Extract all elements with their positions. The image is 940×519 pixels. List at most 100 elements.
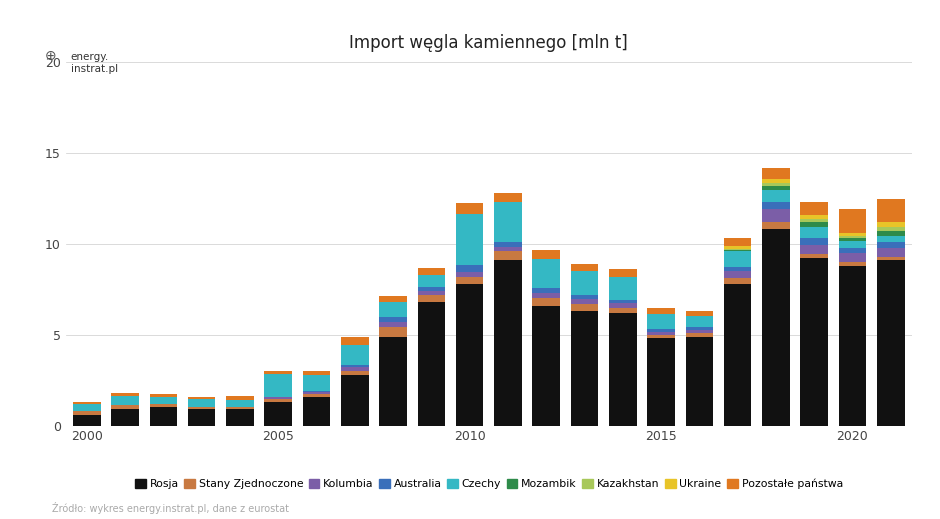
Bar [877,256,904,260]
Bar [73,411,101,415]
Bar [877,231,904,236]
Bar [609,313,636,426]
Bar [800,202,828,215]
Bar [571,299,598,304]
Bar [188,409,215,426]
Bar [341,367,368,371]
Bar [685,327,713,330]
Bar [417,275,446,286]
Bar [264,374,292,398]
Bar [724,238,751,246]
Bar [73,402,101,404]
Bar [303,397,330,426]
Bar [724,246,751,249]
Bar [73,404,101,411]
Title: Import węgla kamiennego [mln t]: Import węgla kamiennego [mln t] [350,34,628,52]
Bar [648,307,675,314]
Bar [877,199,904,222]
Bar [380,327,407,336]
Bar [456,214,483,265]
Bar [762,229,790,426]
Bar [532,306,560,426]
Bar [571,271,598,295]
Bar [264,398,292,399]
Bar [149,394,178,397]
Bar [800,215,828,220]
Bar [417,291,446,295]
Bar [494,260,522,426]
Bar [111,395,139,405]
Bar [648,314,675,329]
Bar [762,190,790,202]
Bar [532,250,560,260]
Bar [456,277,483,284]
Bar [227,409,254,426]
Bar [380,322,407,327]
Bar [838,262,867,266]
Bar [609,269,636,277]
Bar [724,271,751,278]
Bar [648,332,675,335]
Text: Źródło: wykres energy.instrat.pl, dane z eurostat: Źródło: wykres energy.instrat.pl, dane z… [52,502,289,514]
Bar [838,236,867,238]
Bar [494,202,522,242]
Bar [149,404,178,407]
Bar [456,203,483,214]
Bar [456,265,483,272]
Bar [380,296,407,302]
Bar [648,329,675,332]
Bar [609,277,636,300]
Bar [417,268,446,275]
Bar [838,233,867,236]
Bar [341,375,368,426]
Bar [838,209,867,233]
Bar [724,267,751,271]
Bar [532,293,560,298]
Bar [609,307,636,313]
Bar [188,399,215,406]
Bar [417,286,446,291]
Bar [380,318,407,322]
Legend: Rosja, Stany Zjednoczone, Kolumbia, Australia, Czechy, Mozambik, Kazakhstan, Ukr: Rosja, Stany Zjednoczone, Kolumbia, Aust… [131,474,847,494]
Bar [877,222,904,227]
Bar [227,400,254,406]
Bar [877,260,904,426]
Bar [417,295,446,302]
Bar [762,222,790,229]
Bar [800,220,828,222]
Bar [877,249,904,256]
Bar [494,247,522,251]
Bar [341,345,368,365]
Bar [877,227,904,231]
Bar [685,316,713,327]
Bar [494,242,522,247]
Bar [532,260,560,289]
Text: energy.
instrat.pl: energy. instrat.pl [70,52,118,74]
Bar [800,227,828,238]
Bar [571,311,598,426]
Bar [264,399,292,402]
Bar [571,295,598,299]
Bar [341,371,368,375]
Bar [609,303,636,307]
Bar [724,249,751,250]
Bar [838,238,867,241]
Bar [800,245,828,254]
Bar [685,336,713,426]
Bar [532,298,560,306]
Bar [227,406,254,409]
Bar [838,253,867,262]
Bar [724,250,751,251]
Bar [264,402,292,426]
Bar [762,202,790,209]
Bar [762,183,790,186]
Bar [494,251,522,260]
Bar [571,304,598,311]
Bar [762,168,790,179]
Bar [724,251,751,267]
Bar [685,311,713,316]
Bar [724,278,751,284]
Bar [685,333,713,336]
Bar [264,371,292,374]
Bar [648,338,675,426]
